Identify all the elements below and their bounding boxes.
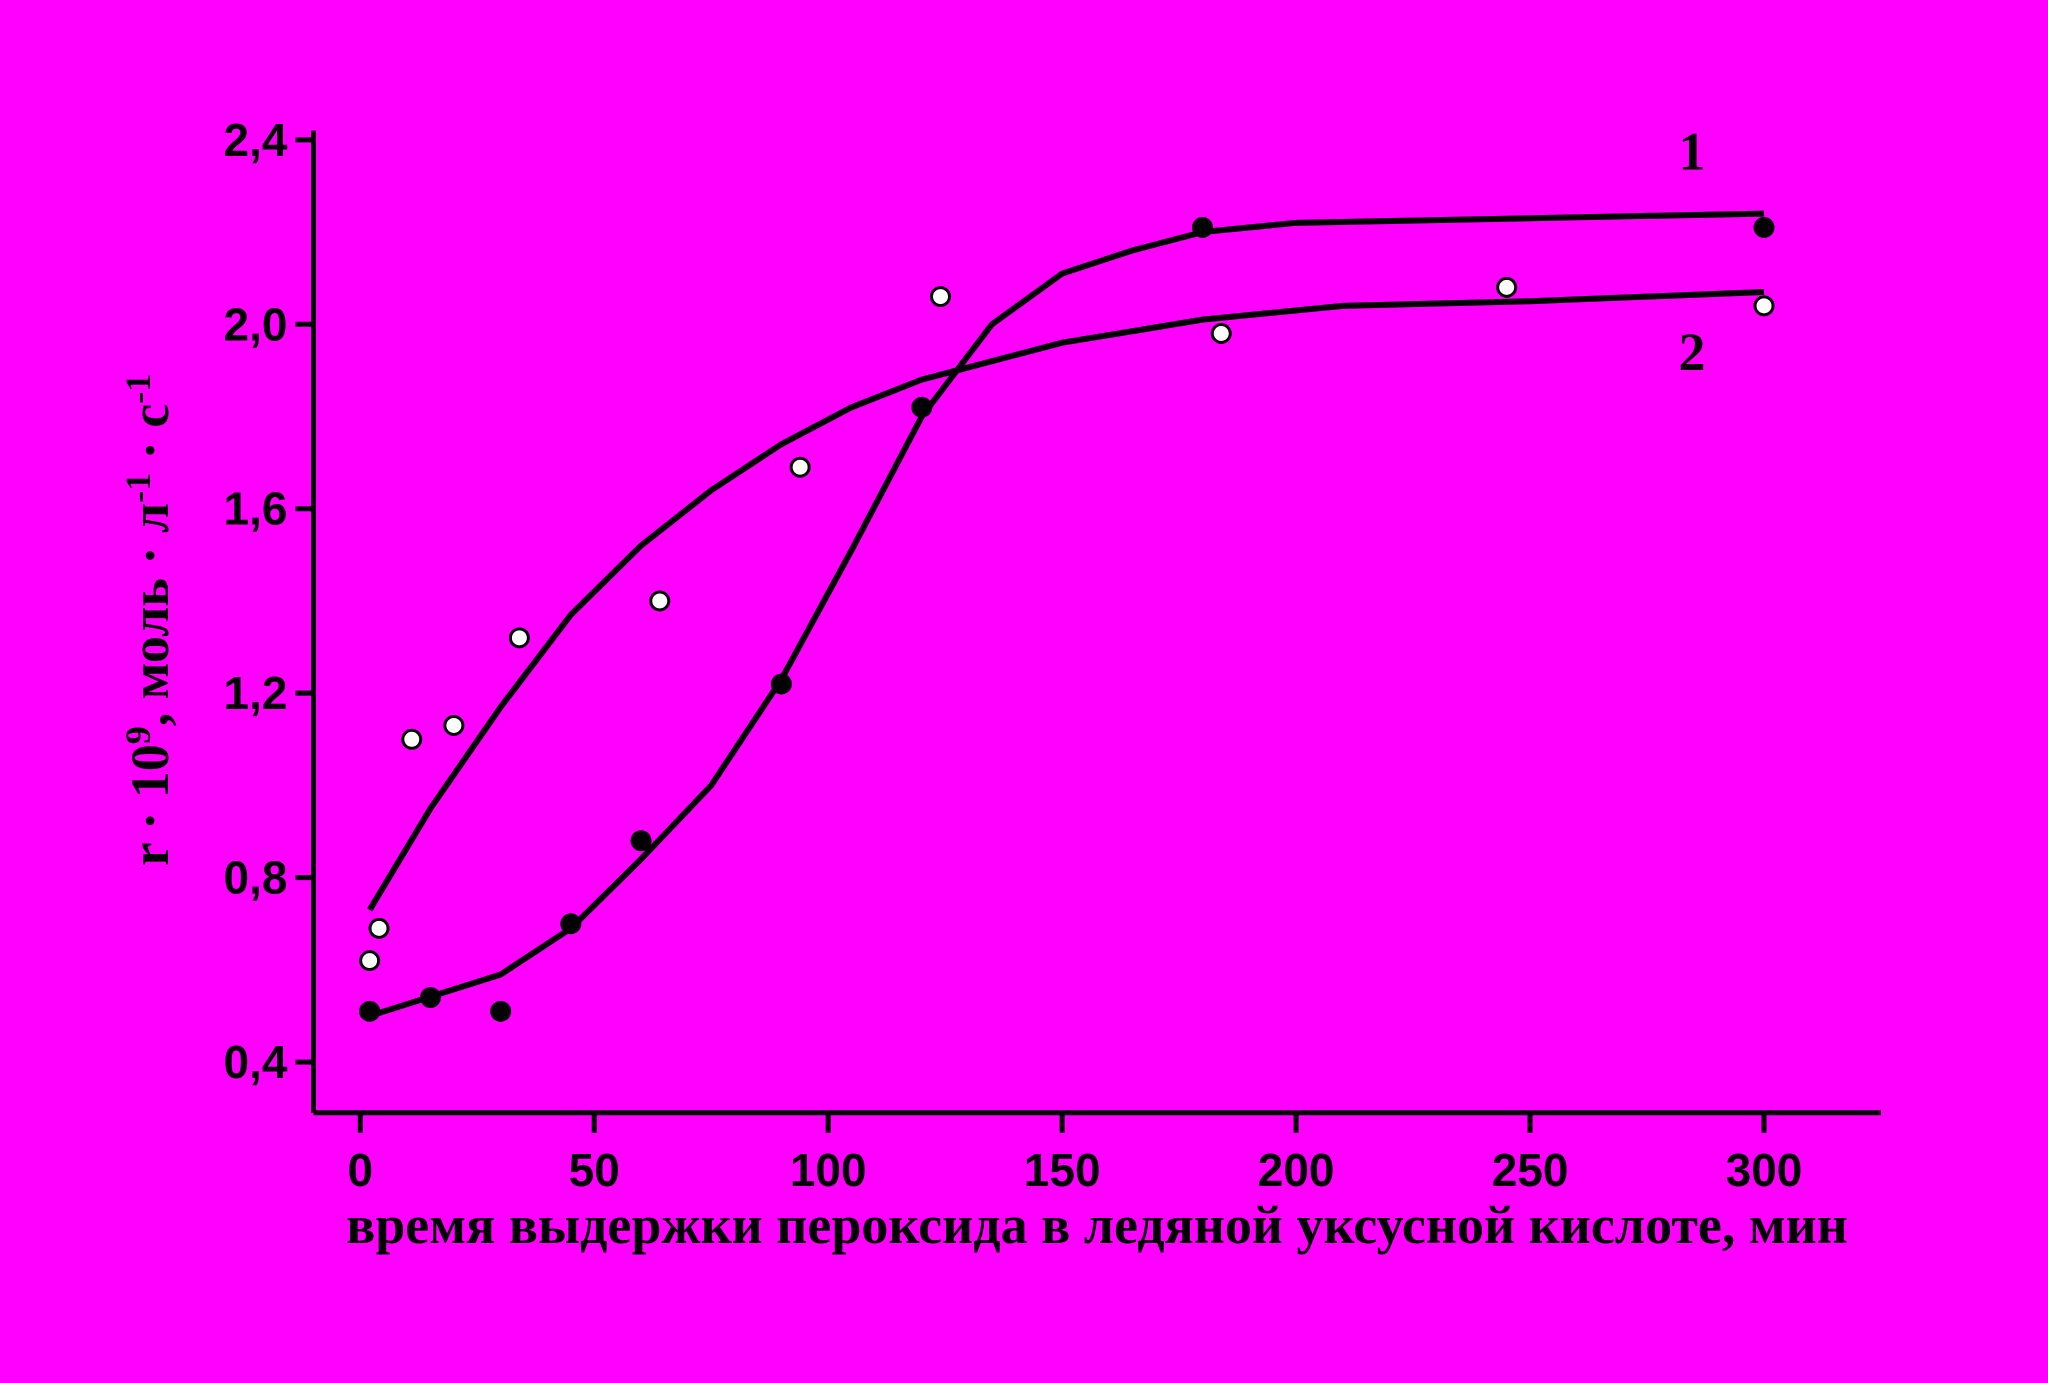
x-tick-label: 100 — [790, 1144, 867, 1196]
data-point — [1496, 276, 1518, 298]
data-point — [1753, 295, 1775, 317]
x-tick-label: 300 — [1726, 1144, 1803, 1196]
data-point — [630, 830, 652, 852]
fit-curve — [367, 288, 1765, 912]
x-axis-label: время выдержки пероксида в ледяной уксус… — [346, 1195, 1848, 1255]
data-point — [560, 913, 582, 935]
y-label-part: , моль · л — [120, 503, 180, 727]
data-point — [359, 1000, 381, 1022]
y-label-sup: -1 — [118, 473, 158, 503]
x-tick-label: 150 — [1024, 1144, 1101, 1196]
data-point — [911, 396, 933, 418]
data-point — [443, 714, 465, 736]
data-point — [649, 590, 671, 612]
x-tick-label: 250 — [1492, 1144, 1569, 1196]
y-tick-label: 0,4 — [224, 1036, 288, 1088]
data-point — [1753, 216, 1775, 238]
x-tick-label: 0 — [347, 1144, 373, 1196]
data-point — [490, 1000, 512, 1022]
y-label-sup: 9 — [118, 726, 158, 744]
y-tick-label: 2,0 — [224, 298, 288, 350]
y-tick-label: 1,2 — [224, 667, 288, 719]
y-tick-label: 2,4 — [224, 114, 288, 166]
x-tick-label: 50 — [569, 1144, 620, 1196]
x-tick-label: 200 — [1258, 1144, 1335, 1196]
data-point — [508, 627, 530, 649]
data-point — [930, 286, 951, 308]
data-point — [359, 950, 381, 972]
data-point — [770, 673, 792, 695]
y-label-part: r · 10 — [120, 744, 180, 866]
y-tick-label: 1,6 — [224, 483, 288, 535]
data-point — [419, 987, 441, 1009]
y-label-sup: -1 — [118, 374, 158, 404]
data-point — [1210, 322, 1232, 344]
curve-label: 2 — [1679, 322, 1706, 382]
curve-label: 1 — [1679, 122, 1706, 182]
y-tick-label: 0,8 — [224, 852, 288, 904]
data-point — [368, 917, 390, 939]
y-label-part: · с — [120, 404, 180, 473]
y-axis-label: r · 109, моль · л-1 · с-1 — [118, 374, 180, 867]
data-point — [401, 728, 423, 750]
data-point — [1192, 216, 1214, 238]
data-point — [789, 456, 811, 478]
